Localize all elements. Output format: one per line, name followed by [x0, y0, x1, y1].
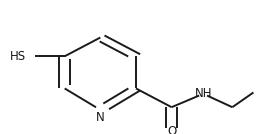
Text: N: N	[96, 111, 105, 124]
Text: O: O	[167, 125, 176, 134]
Text: NH: NH	[195, 87, 212, 100]
Text: HS: HS	[10, 50, 26, 63]
